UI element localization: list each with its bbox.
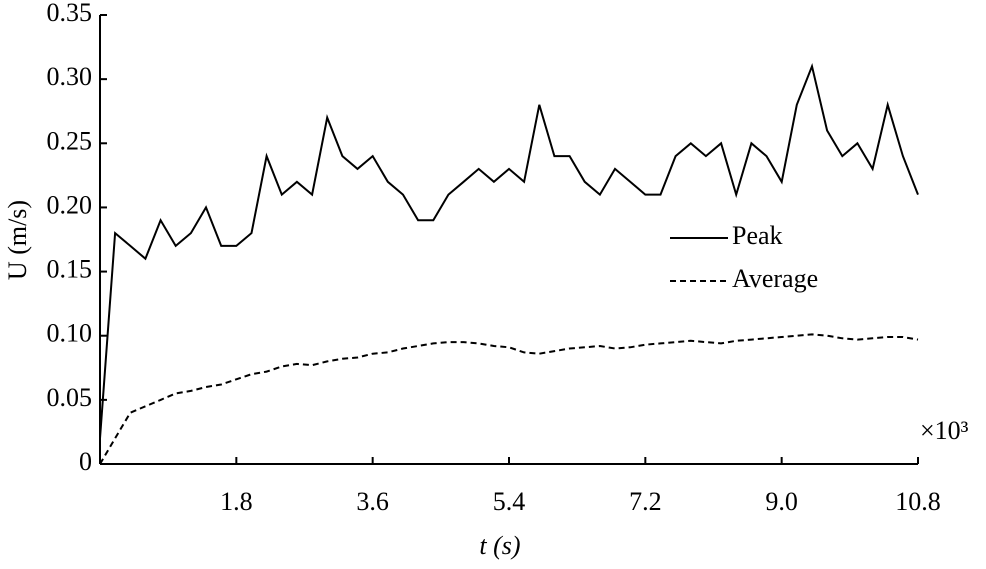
y-tick-label: 0.15: [47, 255, 93, 284]
series-line: [99, 333, 919, 465]
y-tick-label: 0.35: [47, 0, 93, 27]
y-tick-label: 0.25: [47, 126, 93, 155]
legend-label: Average: [732, 264, 818, 293]
x-tick-label: 5.4: [493, 487, 526, 516]
y-tick-label: 0.05: [47, 383, 93, 412]
x-tick-label: 3.6: [356, 487, 389, 516]
annotation: ×10³: [920, 416, 969, 445]
y-tick-label: 0.20: [47, 190, 93, 219]
x-tick-label: 1.8: [220, 487, 253, 516]
y-tick-label: 0: [79, 447, 92, 476]
y-tick-label: 0.30: [47, 62, 93, 91]
x-tick-label: 9.0: [765, 487, 798, 516]
y-tick-label: 0.10: [47, 319, 93, 348]
y-axis-label: U (m/s): [3, 200, 32, 280]
legend-label: Peak: [732, 221, 783, 250]
x-tick-label: 7.2: [629, 487, 662, 516]
x-axis-label: t (s): [479, 531, 520, 560]
x-tick-label: 10.8: [895, 487, 941, 516]
series-line: [99, 62, 919, 439]
